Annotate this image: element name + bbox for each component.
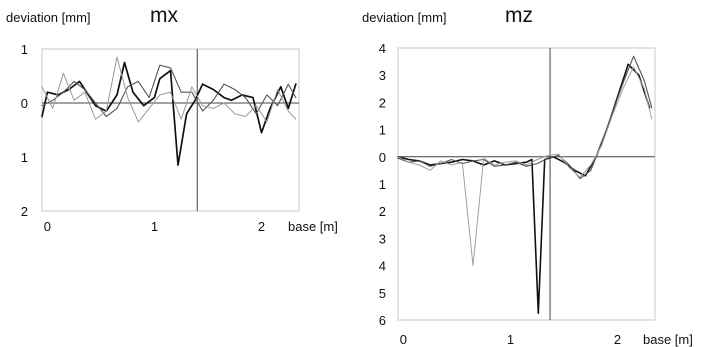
mx-y-tick-label: 0 [21, 96, 28, 111]
mx-series-line-3 [41, 56, 297, 123]
mz-title: mz [505, 4, 533, 27]
mx-title: mx [150, 4, 178, 27]
mz-series-line-1 [397, 63, 651, 315]
mx-series-group [41, 56, 297, 166]
mz-y-tick-label: 4 [379, 259, 386, 274]
mz-y-tick-label: 2 [379, 204, 386, 219]
mz-y-tick-label: 4 [379, 41, 386, 56]
mx-xlabel: base [m] [288, 219, 338, 234]
mz-series-group [397, 55, 653, 315]
mz-ylabel: deviation [mm] [362, 10, 447, 25]
mz-y-tick-label: 3 [379, 231, 386, 246]
mx-y-tick-label: 1 [21, 150, 28, 165]
mx-x-tick-label: 1 [151, 219, 158, 234]
mz-x-ticks: 0 1 2 [400, 332, 621, 347]
mz-xlabel: base [m] [643, 332, 693, 347]
mz-y-tick-label: 3 [379, 68, 386, 83]
mz-y-tick-label: 2 [379, 95, 386, 110]
mx-x-tick-label: 0 [44, 219, 51, 234]
mz-y-tick-label: 0 [379, 150, 386, 165]
mx-y-ticks: 1 0 1 2 [21, 42, 28, 219]
mz-y-tick-label: 1 [379, 177, 386, 192]
mx-series-line-1 [41, 61, 297, 166]
mz-y-ticks: 4 3 2 1 0 1 2 3 4 5 6 [379, 41, 386, 328]
mz-chart: deviation [mm] mz 4 3 2 1 0 1 2 3 4 5 6 0 1 2 base [… [362, 4, 693, 347]
mx-series-line-2 [41, 64, 297, 118]
mz-y-tick-label: 1 [379, 123, 386, 138]
mx-ylabel: deviation [mm] [6, 10, 91, 25]
mx-x-tick-label: 2 [258, 219, 265, 234]
mz-y-tick-label: 5 [379, 286, 386, 301]
mz-x-tick-label: 2 [614, 332, 621, 347]
mx-chart: deviation [mm] mx 1 0 1 2 0 1 2 base [m] [6, 4, 338, 234]
mz-series-line-3 [397, 66, 653, 267]
mx-plot-frame [41, 48, 300, 212]
mz-x-tick-label: 0 [400, 332, 407, 347]
mz-plot-frame [397, 47, 656, 321]
mx-y-tick-label: 2 [21, 204, 28, 219]
mz-x-tick-label: 1 [507, 332, 514, 347]
mz-y-tick-label: 6 [379, 313, 386, 328]
mx-y-tick-label: 1 [21, 42, 28, 57]
mz-series-line-2 [397, 55, 653, 180]
mx-x-ticks: 0 1 2 [44, 219, 265, 234]
